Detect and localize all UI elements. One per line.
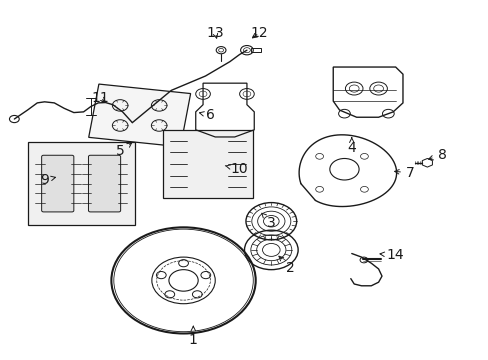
Text: 11: 11 xyxy=(92,90,109,104)
FancyBboxPatch shape xyxy=(27,142,135,225)
FancyBboxPatch shape xyxy=(88,155,121,212)
Text: 3: 3 xyxy=(261,213,275,230)
Text: 1: 1 xyxy=(188,326,197,347)
Text: 7: 7 xyxy=(394,166,414,180)
Text: 14: 14 xyxy=(379,248,404,262)
FancyBboxPatch shape xyxy=(163,130,252,198)
Text: 5: 5 xyxy=(116,143,131,158)
FancyBboxPatch shape xyxy=(41,155,74,212)
Text: 13: 13 xyxy=(206,26,224,40)
Bar xyxy=(250,48,260,52)
FancyBboxPatch shape xyxy=(88,84,190,147)
Text: 9: 9 xyxy=(40,173,55,187)
Text: 6: 6 xyxy=(199,108,214,122)
Text: 4: 4 xyxy=(346,138,355,155)
Text: 12: 12 xyxy=(250,26,267,40)
Text: 2: 2 xyxy=(278,256,295,275)
Text: 8: 8 xyxy=(427,148,446,162)
Text: 10: 10 xyxy=(225,162,248,176)
